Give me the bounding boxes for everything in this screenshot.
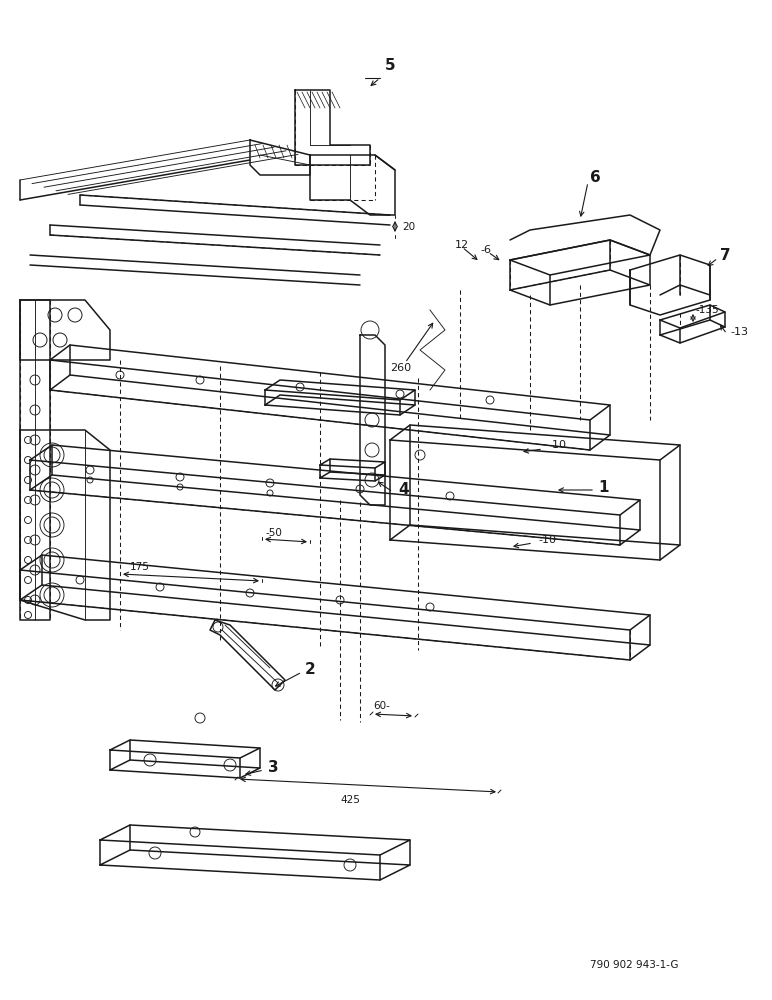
Text: 12: 12	[455, 240, 469, 250]
Text: -50: -50	[265, 528, 282, 538]
Text: 20: 20	[402, 222, 415, 232]
Text: 425: 425	[340, 795, 360, 805]
Text: -6: -6	[480, 245, 491, 255]
Text: 3: 3	[268, 760, 279, 776]
Text: -135: -135	[695, 305, 719, 315]
Text: 7: 7	[720, 247, 730, 262]
Text: 2: 2	[305, 662, 316, 678]
Text: 4: 4	[398, 483, 408, 497]
Text: -10: -10	[548, 440, 566, 450]
Text: -13: -13	[730, 327, 748, 337]
Text: 5: 5	[385, 57, 395, 73]
Text: -10: -10	[538, 535, 556, 545]
Text: 175: 175	[130, 562, 150, 572]
Text: 60-: 60-	[373, 701, 390, 711]
Text: 6: 6	[590, 170, 601, 186]
Text: 260: 260	[390, 363, 411, 373]
Text: 1: 1	[598, 481, 608, 495]
Text: 790 902 943-1-G: 790 902 943-1-G	[590, 960, 679, 970]
